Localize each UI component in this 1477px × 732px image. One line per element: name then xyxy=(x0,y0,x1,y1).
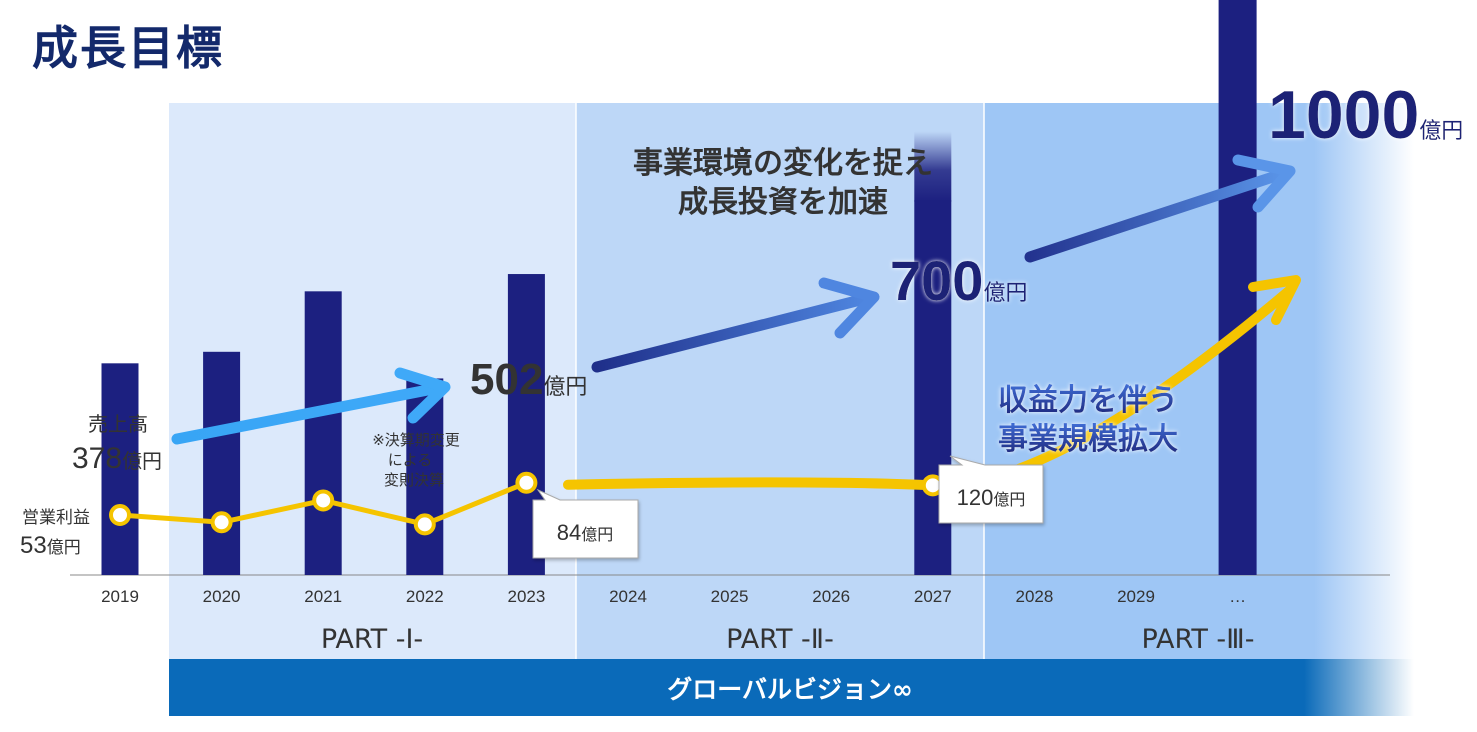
x-tick-label: 2024 xyxy=(609,587,647,606)
note-line-3: 変則決算 xyxy=(384,471,444,489)
part2-message-line-1: 事業環境の変化を捉え xyxy=(633,146,933,181)
svg-text:53億円: 53億円 xyxy=(20,532,81,559)
sales-bar-2021 xyxy=(304,291,342,575)
svg-text:378億円: 378億円 xyxy=(72,442,162,475)
unit-label: 億円 xyxy=(1419,119,1463,144)
x-tick-label: 2025 xyxy=(711,587,749,606)
profit-point-2020 xyxy=(210,511,233,534)
profit-value-2027: 120 xyxy=(957,485,994,510)
profit-label-name: 営業利益 xyxy=(22,508,90,528)
sales-bar-2020 xyxy=(203,351,241,575)
profit-value-2019: 53 xyxy=(20,532,47,559)
part3-message-line-1: 収益力を伴う xyxy=(998,383,1178,418)
unit-label: 億円 xyxy=(993,490,1025,509)
phase-label-part3: PART -Ⅲ- xyxy=(1142,624,1255,655)
growth-arrow-part3 xyxy=(1024,154,1296,263)
svg-text:84億円: 84億円 xyxy=(557,520,614,545)
page-title: 成長目標 xyxy=(32,21,224,75)
part3-message-line-2: 事業規模拡大 xyxy=(998,422,1178,457)
sales-bar-2019 xyxy=(101,363,139,575)
profit-callout-2023: 84億円 xyxy=(532,488,639,559)
phase-labels: PART -Ⅰ- PART -Ⅱ- PART -Ⅲ- xyxy=(321,624,1255,655)
svg-text:120億円: 120億円 xyxy=(957,485,1026,510)
x-axis-tick-labels: 2019 2020 2021 2022 2023 2024 2025 2026 2027 2028… xyxy=(101,587,1246,606)
note-line-2: による xyxy=(388,451,433,469)
profit-point-2021 xyxy=(312,489,335,512)
sales-bar-fade-2027 xyxy=(914,131,952,202)
sales-label-2023: 502億円 xyxy=(470,355,587,404)
unit-label: 億円 xyxy=(122,449,162,473)
growth-arrow-part2 xyxy=(591,277,880,373)
sales-label-target: 1000億円 xyxy=(1268,77,1463,153)
vision-banner-text: グローバルビジョン∞ xyxy=(667,675,913,704)
part3-message: 収益力を伴う 事業規模拡大 xyxy=(998,383,1178,457)
x-tick-label: 2026 xyxy=(812,587,850,606)
part2-message: 事業環境の変化を捉え 成長投資を加速 xyxy=(633,146,933,220)
phase-label-part2: PART -Ⅱ- xyxy=(726,624,834,655)
profit-point-2023 xyxy=(515,471,538,494)
note-line-1: ※決算期変更 xyxy=(372,431,460,449)
unit-label: 億円 xyxy=(581,525,613,544)
part3-background xyxy=(984,103,1314,659)
unit-label: 億円 xyxy=(47,538,81,558)
sales-value-2027: 700 xyxy=(890,249,983,312)
profit-arrow-head xyxy=(1248,275,1301,325)
sales-label-2027: 700億円 xyxy=(890,249,1027,312)
part2-message-line-2: 成長投資を加速 xyxy=(678,185,888,220)
unit-label: 億円 xyxy=(543,375,587,400)
sales-value-target: 1000 xyxy=(1268,77,1419,153)
sales-value-2023: 502 xyxy=(470,355,543,404)
x-tick-label: … xyxy=(1229,587,1246,606)
growth-arrows xyxy=(171,154,1296,445)
x-tick-label: 2020 xyxy=(203,587,241,606)
vision-banner: グローバルビジョン∞ xyxy=(169,659,1414,716)
profit-point-2022 xyxy=(413,513,436,536)
growth-arrow-part1 xyxy=(171,367,451,445)
x-tick-label: 2028 xyxy=(1015,587,1053,606)
profit-value-2023: 84 xyxy=(557,520,581,545)
sales-value-2019: 378 xyxy=(72,442,122,475)
sales-label-2019: 売上高 378億円 xyxy=(72,412,162,475)
sales-label-name: 売上高 xyxy=(88,412,148,436)
profit-callout-2027: 120億円 xyxy=(938,455,1044,524)
phase-label-part1: PART -Ⅰ- xyxy=(321,624,423,655)
x-tick-label: 2021 xyxy=(304,587,342,606)
part3-background-fade xyxy=(1314,103,1414,659)
fiscal-change-note: ※決算期変更 による 変則決算 xyxy=(372,431,460,489)
x-tick-label: 2029 xyxy=(1117,587,1155,606)
profit-label-2019: 営業利益 53億円 xyxy=(20,508,90,559)
profit-point-2019 xyxy=(109,504,131,526)
unit-label: 億円 xyxy=(983,281,1027,306)
x-tick-label: 2027 xyxy=(914,587,952,606)
x-tick-label: 2023 xyxy=(507,587,545,606)
x-tick-label: 2019 xyxy=(101,587,139,606)
x-tick-label: 2022 xyxy=(406,587,444,606)
